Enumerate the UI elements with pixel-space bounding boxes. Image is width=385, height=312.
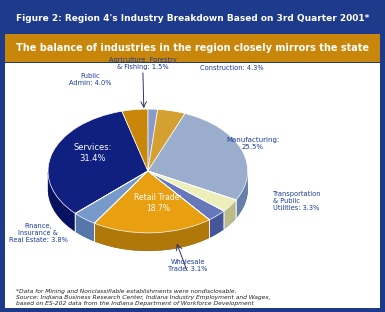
- Wedge shape: [148, 171, 236, 211]
- Wedge shape: [48, 111, 148, 213]
- Text: Services:
31.4%: Services: 31.4%: [74, 143, 112, 163]
- Text: Retail Trade:
18.7%: Retail Trade: 18.7%: [134, 193, 182, 212]
- Polygon shape: [236, 172, 248, 218]
- Polygon shape: [224, 200, 236, 229]
- Text: *Data for Mining and Nonclassifiable establishments were nondisclosable.
Source:: *Data for Mining and Nonclassifiable est…: [16, 289, 270, 306]
- Polygon shape: [209, 211, 224, 238]
- Wedge shape: [94, 171, 209, 233]
- Text: Construction: 4.3%: Construction: 4.3%: [200, 65, 263, 71]
- Text: Transportation
& Public
Utilities: 3.3%: Transportation & Public Utilities: 3.3%: [273, 191, 321, 211]
- Wedge shape: [148, 110, 185, 171]
- Polygon shape: [75, 213, 94, 241]
- Text: Finance,
Insurance &
Real Estate: 3.8%: Finance, Insurance & Real Estate: 3.8%: [8, 223, 67, 243]
- Text: Public
Admin: 4.0%: Public Admin: 4.0%: [69, 73, 111, 85]
- Ellipse shape: [48, 127, 248, 251]
- Text: Wholesale
Trade: 3.1%: Wholesale Trade: 3.1%: [168, 259, 208, 272]
- Text: Agriculture, Forestry
& Fishing: 1.5%: Agriculture, Forestry & Fishing: 1.5%: [109, 57, 177, 70]
- Wedge shape: [75, 171, 148, 223]
- Wedge shape: [148, 171, 224, 220]
- Polygon shape: [48, 172, 75, 232]
- Text: Figure 2: Region 4's Industry Breakdown Based on 3rd Quarter 2001*: Figure 2: Region 4's Industry Breakdown …: [16, 14, 369, 23]
- Wedge shape: [122, 109, 148, 171]
- Wedge shape: [148, 114, 248, 200]
- Wedge shape: [148, 109, 158, 171]
- Text: Manufacturing:
25.5%: Manufacturing: 25.5%: [226, 137, 280, 149]
- Text: The balance of industries in the region closely mirrors the state: The balance of industries in the region …: [16, 43, 369, 53]
- Polygon shape: [94, 220, 209, 251]
